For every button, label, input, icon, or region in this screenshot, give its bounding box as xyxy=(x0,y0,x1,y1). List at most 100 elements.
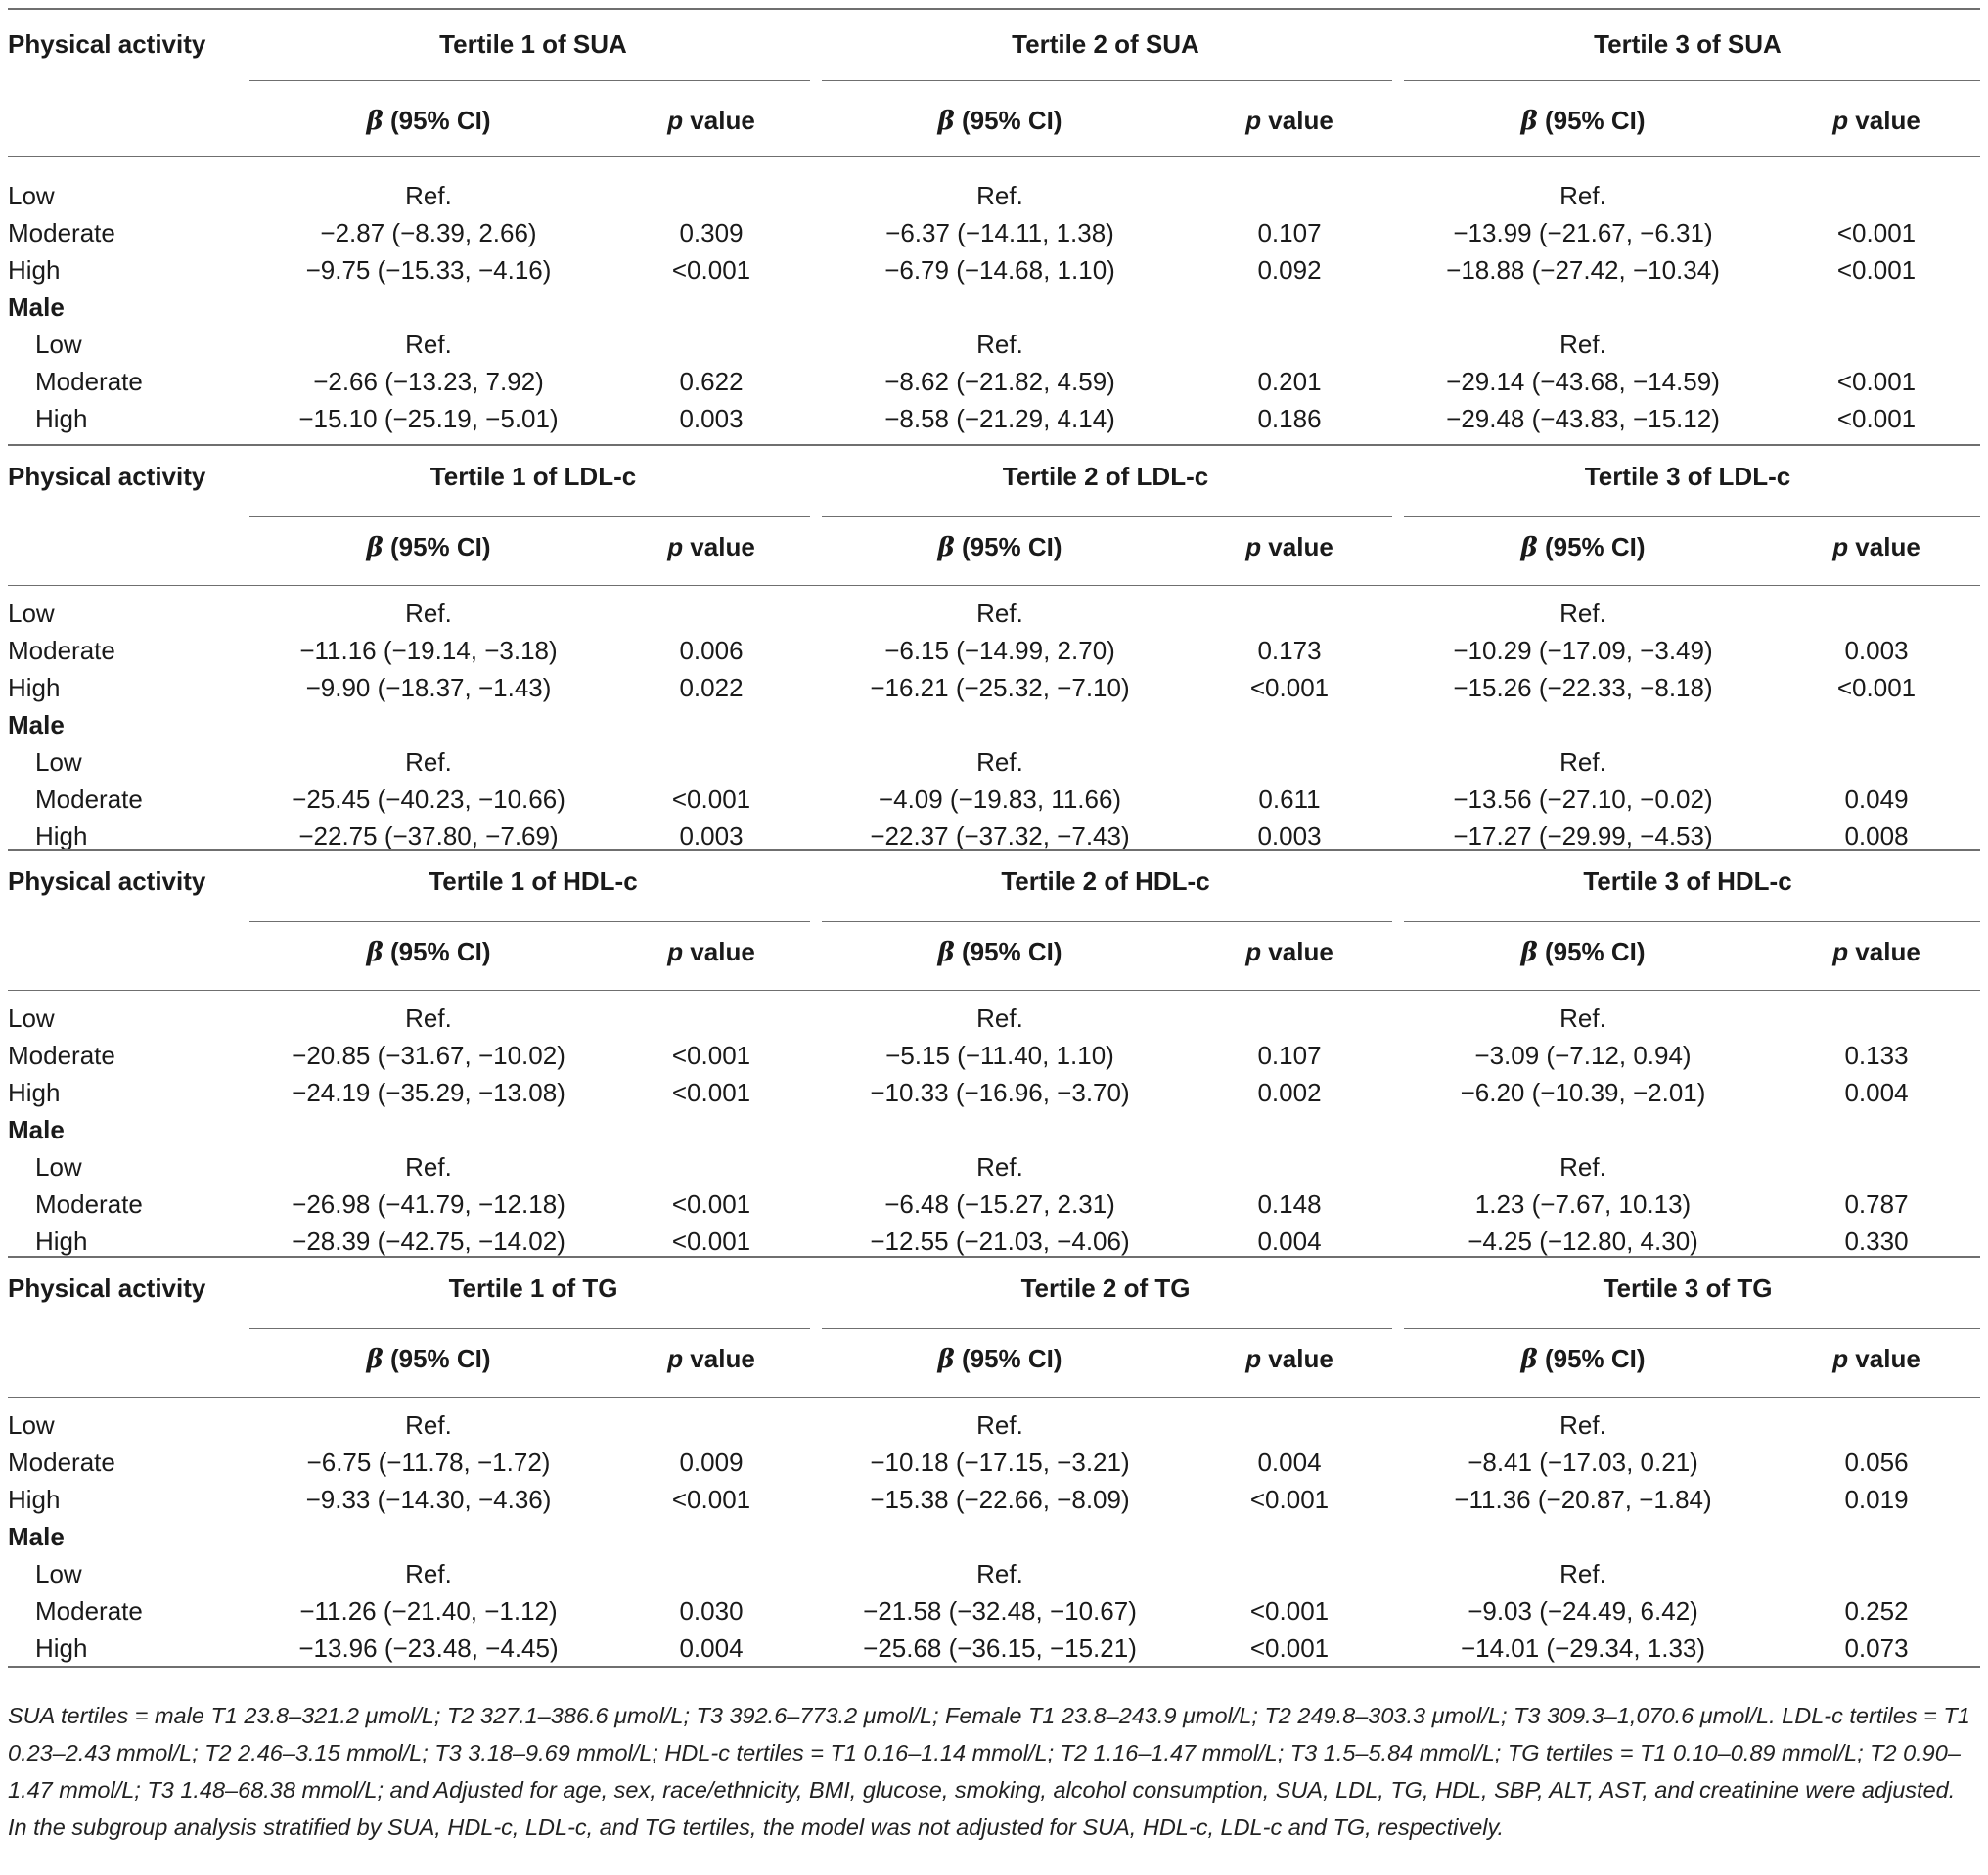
group-header: Tertile 1 of HDL-c xyxy=(429,867,638,896)
p-italic: p xyxy=(667,1344,684,1373)
p-value-cell: 0.173 xyxy=(1257,636,1322,665)
group-header: Tertile 2 of TG xyxy=(1020,1273,1191,1303)
p-value-cell: <0.001 xyxy=(671,1189,751,1219)
beta-ci-cell: −21.58 (−32.48, −10.67) xyxy=(863,1596,1137,1626)
p-value-cell: 0.201 xyxy=(1257,367,1322,396)
beta-ci-cell: Ref. xyxy=(405,1004,452,1033)
table-footnote: SUA tertiles = male T1 23.8–321.2 μmol/L… xyxy=(8,1703,1970,1840)
table-bottom-rule xyxy=(8,1666,1980,1668)
p-value-label: value xyxy=(1848,532,1920,561)
p-value-cell: <0.001 xyxy=(671,255,751,285)
p-value-cell: 0.787 xyxy=(1844,1189,1909,1219)
beta-ci-header: β (95% CI) xyxy=(366,1344,490,1374)
p-value-label: value xyxy=(1848,106,1920,135)
row-label: High xyxy=(35,822,88,851)
p-value-cell: <0.001 xyxy=(1249,1633,1330,1663)
p-value-label: value xyxy=(1261,106,1333,135)
beta-symbol: β xyxy=(366,1345,384,1374)
beta-ci-cell: −13.99 (−21.67, −6.31) xyxy=(1453,218,1713,247)
p-value-cell: 0.133 xyxy=(1844,1041,1909,1070)
section-top-rule xyxy=(8,8,1980,10)
beta-ci-cell: −25.45 (−40.23, −10.66) xyxy=(292,784,565,814)
beta-ci-label: (95% CI) xyxy=(954,106,1062,135)
beta-ci-cell: Ref. xyxy=(976,1152,1023,1182)
p-value-header: p value xyxy=(667,532,755,561)
beta-ci-cell: −6.79 (−14.68, 1.10) xyxy=(884,255,1115,285)
row-label: Moderate xyxy=(8,1041,115,1070)
beta-ci-cell: −3.09 (−7.12, 0.94) xyxy=(1474,1041,1692,1070)
group-header: Tertile 1 of TG xyxy=(448,1273,618,1303)
p-value-cell: <0.001 xyxy=(1836,255,1917,285)
row-label: Low xyxy=(35,330,82,359)
beta-ci-cell: Ref. xyxy=(405,599,452,628)
beta-ci-cell: −8.41 (−17.03, 0.21) xyxy=(1468,1448,1698,1477)
beta-ci-cell: −12.55 (−21.03, −4.06) xyxy=(870,1227,1130,1256)
beta-ci-label: (95% CI) xyxy=(1537,1344,1646,1373)
p-value-cell: 0.003 xyxy=(679,822,744,851)
p-italic: p xyxy=(1245,1344,1262,1373)
p-value-cell: 0.073 xyxy=(1844,1633,1909,1663)
beta-ci-cell: −24.19 (−35.29, −13.08) xyxy=(292,1078,565,1107)
beta-ci-cell: Ref. xyxy=(405,1152,452,1182)
beta-ci-cell: Ref. xyxy=(405,330,452,359)
group-header: Tertile 1 of LDL-c xyxy=(429,462,637,491)
beta-ci-cell: −2.87 (−8.39, 2.66) xyxy=(320,218,537,247)
row-label: Low xyxy=(35,1559,82,1588)
p-value-cell: <0.001 xyxy=(1249,1485,1330,1514)
beta-ci-label: (95% CI) xyxy=(383,937,491,966)
row-label: Moderate xyxy=(35,1596,143,1626)
beta-ci-cell: −9.75 (−15.33, −4.16) xyxy=(305,255,552,285)
beta-ci-cell: Ref. xyxy=(405,1410,452,1440)
beta-ci-cell: −14.01 (−29.34, 1.33) xyxy=(1460,1633,1706,1663)
p-value-cell: 0.008 xyxy=(1844,822,1909,851)
p-value-label: value xyxy=(683,1344,755,1373)
p-value-header: p value xyxy=(667,937,755,966)
beta-ci-cell: −20.85 (−31.67, −10.02) xyxy=(292,1041,565,1070)
section-top-rule xyxy=(8,1256,1980,1258)
header-physical-activity: Physical activity xyxy=(8,29,206,59)
beta-symbol: β xyxy=(366,938,384,967)
beta-ci-cell: Ref. xyxy=(976,747,1023,777)
row-label: Moderate xyxy=(35,784,143,814)
p-value-cell: 0.002 xyxy=(1257,1078,1322,1107)
beta-ci-cell: Ref. xyxy=(1559,181,1606,210)
beta-ci-cell: −10.29 (−17.09, −3.49) xyxy=(1453,636,1713,665)
group-header: Tertile 2 of LDL-c xyxy=(1002,462,1209,491)
beta-ci-cell: Ref. xyxy=(405,1559,452,1588)
beta-ci-cell: Ref. xyxy=(405,747,452,777)
beta-ci-cell: Ref. xyxy=(976,1004,1023,1033)
section-top-rule xyxy=(8,849,1980,851)
beta-ci-header: β (95% CI) xyxy=(937,532,1062,562)
group-rule xyxy=(1404,516,1980,517)
beta-ci-cell: −18.88 (−27.42, −10.34) xyxy=(1446,255,1720,285)
row-label: Moderate xyxy=(8,1448,115,1477)
p-value-cell: 0.049 xyxy=(1844,784,1909,814)
p-value-cell: <0.001 xyxy=(671,1227,751,1256)
p-italic: p xyxy=(1832,532,1849,561)
beta-ci-cell: Ref. xyxy=(1559,1559,1606,1588)
beta-ci-header: β (95% CI) xyxy=(937,106,1062,136)
p-value-cell: 0.003 xyxy=(1257,822,1322,851)
beta-ci-cell: Ref. xyxy=(405,181,452,210)
group-header: Tertile 2 of SUA xyxy=(1012,29,1199,59)
beta-ci-cell: Ref. xyxy=(976,330,1023,359)
beta-ci-header: β (95% CI) xyxy=(1520,106,1645,136)
p-value-cell: 0.148 xyxy=(1257,1189,1322,1219)
beta-ci-cell: Ref. xyxy=(1559,330,1606,359)
beta-ci-cell: 1.23 (−7.67, 10.13) xyxy=(1474,1189,1692,1219)
beta-ci-cell: −6.15 (−14.99, 2.70) xyxy=(884,636,1115,665)
beta-ci-cell: Ref. xyxy=(976,599,1023,628)
beta-ci-cell: −9.03 (−24.49, 6.42) xyxy=(1468,1596,1698,1626)
beta-ci-header: β (95% CI) xyxy=(366,937,490,967)
p-value-cell: <0.001 xyxy=(671,1041,751,1070)
p-value-header: p value xyxy=(1832,937,1920,966)
p-value-header: p value xyxy=(667,106,755,135)
p-value-cell: 0.030 xyxy=(679,1596,744,1626)
beta-ci-cell: Ref. xyxy=(1559,1152,1606,1182)
subheader-rule xyxy=(8,585,1980,586)
beta-ci-cell: −10.18 (−17.15, −3.21) xyxy=(870,1448,1130,1477)
header-physical-activity: Physical activity xyxy=(8,867,206,896)
beta-symbol: β xyxy=(1520,938,1538,967)
p-value-header: p value xyxy=(1832,1344,1920,1373)
group-header: Tertile 3 of HDL-c xyxy=(1583,867,1792,896)
